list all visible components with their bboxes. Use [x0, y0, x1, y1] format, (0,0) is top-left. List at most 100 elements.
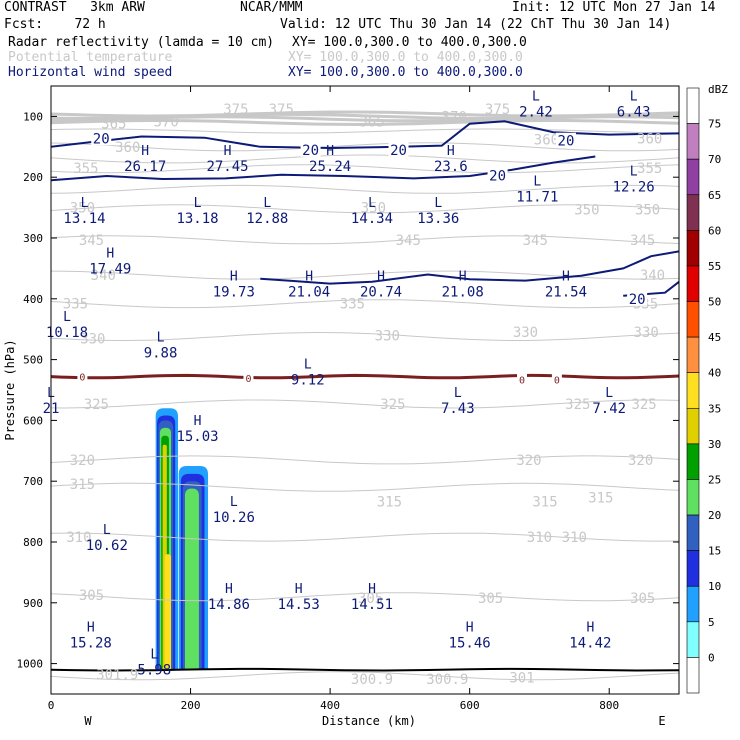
extremum-value: 12.26 — [613, 179, 655, 195]
extremum-value: 26.17 — [124, 159, 166, 175]
theta-contour-line — [51, 115, 679, 123]
extremum-letter: H — [305, 269, 313, 284]
theta-contour-line — [51, 592, 679, 602]
field-reflectivity-name: Radar reflectivity (lamda = 10 cm) — [8, 35, 275, 50]
theta-label: 360 — [534, 133, 559, 149]
theta-label: 305 — [630, 591, 655, 607]
field-reflectivity-xy: XY= 100.0,300.0 to 400.0,300.0 — [292, 35, 527, 50]
zero-contour-label: 0 — [519, 376, 525, 387]
extremum-letter: H — [368, 582, 376, 597]
wind-contour-line — [260, 250, 679, 285]
colorbar-swatch — [686, 621, 700, 658]
extremum-letter: L — [230, 495, 238, 510]
extremum-value: 9.12 — [291, 373, 325, 389]
extremum-value: 10.62 — [86, 538, 128, 554]
extremum-letter: L — [63, 310, 71, 325]
extremum-letter: H — [194, 414, 202, 429]
theta-contour-line — [51, 204, 679, 214]
theta-label: 335 — [340, 297, 365, 313]
colorbar-swatch — [686, 514, 700, 551]
theta-label: 350 — [361, 201, 386, 217]
x-tick-label: 800 — [599, 699, 619, 712]
theta-contour-line — [51, 331, 679, 342]
extremum-letter: L — [150, 648, 158, 663]
theta-label: 300.9 — [351, 672, 393, 688]
extremum-value: 6.43 — [617, 104, 651, 120]
wind-contour-label: 20 — [629, 292, 646, 308]
theta-label: 305 — [478, 591, 503, 607]
colorbar-swatch — [686, 158, 700, 196]
colorbar-swatch — [686, 194, 700, 231]
theta-label: 330 — [634, 325, 659, 341]
colorbar-swatch — [686, 265, 700, 302]
colorbar-level-label: 10 — [708, 580, 721, 593]
extremum-letter: L — [605, 386, 613, 401]
colorbar-level-label: 40 — [708, 367, 721, 380]
theta-contour-line — [51, 154, 679, 164]
theta-label: 335 — [63, 297, 88, 313]
theta-contour-line — [51, 299, 679, 309]
colorbar-swatch — [686, 336, 700, 374]
y-tick-label: 300 — [23, 232, 43, 245]
wind-label-bg — [627, 290, 648, 306]
extremum-value: 14.34 — [351, 211, 393, 227]
extremum-letter: H — [447, 144, 455, 159]
field-wind-xy: XY= 100.0,300.0 to 400.0,300.0 — [288, 65, 523, 80]
theta-label: 345 — [523, 233, 548, 249]
extremum-letter: H — [141, 144, 149, 159]
theta-contour-line — [51, 235, 679, 245]
wind-label-bg — [300, 141, 321, 157]
theta-label: 310 — [562, 530, 587, 546]
colorbar-level-label: 55 — [708, 260, 721, 273]
extremum-value: 7.42 — [592, 401, 626, 417]
theta-contour-line — [51, 142, 679, 152]
extremum-letter: H — [459, 269, 467, 284]
theta-label: 330 — [513, 325, 538, 341]
theta-contour-labels: 370 375 375 370 375 365 360 365 360 360 355 355 350 3… — [63, 102, 665, 688]
extremum-value: 27.45 — [206, 159, 248, 175]
zero-label-bg — [551, 373, 562, 386]
extremum-value: 14.51 — [351, 597, 393, 613]
x-axis-label: Distance (km) — [322, 714, 416, 728]
wind-label-bg — [91, 130, 112, 146]
wind-label-bg — [555, 132, 576, 148]
colorbar-level-label: 25 — [708, 473, 721, 486]
y-tick-label: 1000 — [17, 658, 44, 671]
extremum-value: 13.36 — [417, 211, 459, 227]
extremum-value: 11.71 — [516, 190, 558, 206]
extremum-letter: L — [630, 164, 638, 179]
extremum-letter: H — [326, 144, 334, 159]
theta-contour-line — [51, 482, 679, 492]
theta-contour-line — [51, 184, 679, 194]
extremum-value: 14.86 — [208, 597, 250, 613]
theta-contour-line — [51, 128, 679, 134]
theta-label: 325 — [380, 397, 405, 413]
theta-label: 345 — [396, 233, 421, 249]
extremum-value: 19.73 — [213, 284, 255, 300]
organization-label: NCAR/MMM — [240, 0, 303, 15]
extremum-letter: L — [263, 196, 271, 211]
theta-label: 345 — [630, 233, 655, 249]
theta-label: 375 — [269, 102, 294, 118]
y-tick-label: 100 — [23, 110, 43, 123]
zero-contour-line — [51, 373, 679, 380]
potential-temperature-contours — [51, 110, 679, 681]
extremum-letter: L — [103, 523, 111, 538]
theta-label: 360 — [115, 140, 140, 156]
y-tick-label: 800 — [23, 536, 43, 549]
extremum-letter: L — [532, 89, 540, 104]
theta-label: 301.9 — [96, 668, 138, 684]
colorbar-swatch — [686, 123, 700, 160]
theta-label: 365 — [359, 114, 384, 130]
extremum-letter: L — [630, 89, 638, 104]
extremum-letter: L — [533, 175, 541, 190]
colorbar-swatch — [686, 372, 700, 409]
y-tick-label: 500 — [23, 354, 43, 367]
extremum-letter: L — [434, 196, 442, 211]
extremum-value: 23.6 — [434, 159, 468, 175]
zero-label-bg — [243, 371, 254, 384]
theta-label: 315 — [377, 494, 402, 510]
colorbar-level-label: 0 — [708, 651, 715, 664]
